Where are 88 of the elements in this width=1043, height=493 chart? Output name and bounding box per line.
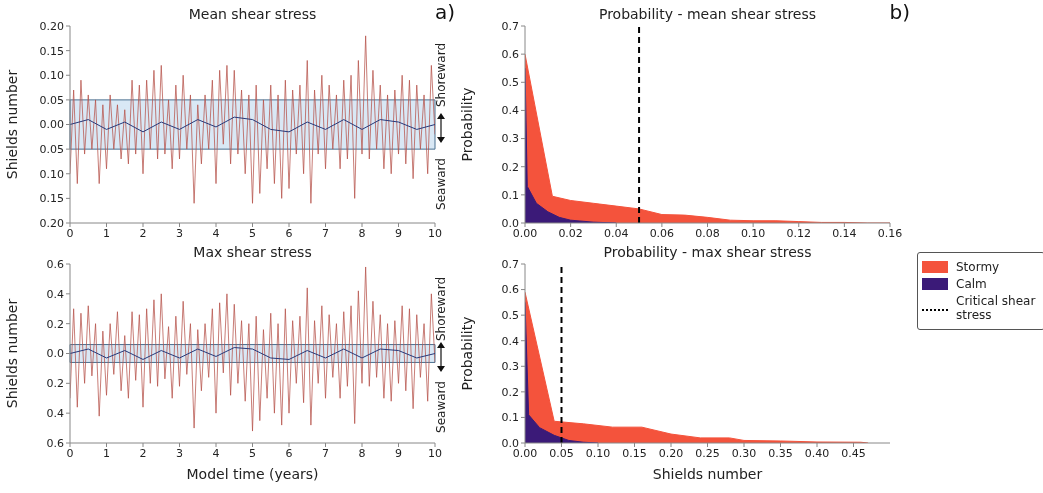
x-axis-title: Shields number [652,466,763,482]
x-tick-label: 0.40 [804,446,830,460]
x-tick-label: 0.16 [877,226,903,240]
y-tick-label: 0.7 [501,257,519,271]
x-tick-label: 6 [285,446,293,460]
chart-title: Probability - mean shear stress [597,6,818,22]
x-tick-label: 10 [428,446,442,460]
y-tick-label: 0.4 [501,104,519,118]
y-tick-label: 0.5 [501,309,519,323]
annotation: Shoreward [434,43,448,108]
x-tick-label: 10 [428,226,442,240]
annotation: Seaward [434,157,448,210]
y-axis-title: Probability [458,316,475,391]
x-tick-label: 3 [176,446,183,460]
x-tick-label: 3 [176,226,183,240]
x-tick-label: 5 [249,446,256,460]
x-tick-label: 0 [66,226,74,240]
x-tick-label: 9 [395,226,402,240]
x-tick-label: 8 [358,226,366,240]
y-tick-label: 0.1 [501,188,519,202]
y-tick-label: 0.5 [501,76,519,90]
chart-title: Max shear stress [192,244,313,260]
y-tick-label: 0.2 [501,160,519,174]
y-tick-label: 0.6 [46,257,64,271]
x-tick-label: 0.10 [585,446,611,460]
x-tick-label: 0.04 [604,226,629,240]
x-tick-label: 0.35 [768,446,793,460]
y-tick-label: 0.0 [46,347,64,361]
x-tick-label: 7 [322,446,329,460]
annotation: Seaward [434,381,448,434]
chart-title: Probability - max shear stress [602,244,813,260]
y-tick-label: 0.3 [501,360,519,374]
chart-title: Mean shear stress [187,6,318,22]
x-tick-label: 0.12 [786,226,811,240]
x-tick-label: 0.10 [740,226,766,240]
x-tick-label: 0.08 [695,226,720,240]
y-tick-label: 0.20 [39,216,64,230]
y-axis-title: Probability [458,87,475,162]
x-tick-label: 9 [395,446,402,460]
x-tick-label: 0.14 [832,226,857,240]
x-tick-label: 0.05 [549,446,574,460]
y-tick-label: 0.15 [39,44,64,58]
y-tick-label: 0.10 [39,167,64,181]
y-tick-label: 0.00 [39,118,64,132]
y-axis-title: Shields number [3,69,20,180]
y-tick-label: 0.20 [39,19,64,33]
x-tick-label: 0.30 [731,446,757,460]
x-tick-label: 6 [285,226,293,240]
x-axis-title: Model time (years) [186,466,319,482]
x-tick-label: 0.15 [622,446,647,460]
y-tick-label: 0.15 [39,192,64,206]
legend-label: Critical shear stress [956,294,1036,322]
y-tick-label: 0.7 [501,19,519,33]
y-tick-label: 0.2 [46,317,64,331]
x-tick-label: 0.20 [658,446,684,460]
legend-label: Calm [956,277,987,291]
y-tick-label: 0.6 [46,436,64,450]
x-tick-label: 5 [249,226,256,240]
x-tick-label: 7 [322,226,329,240]
y-tick-label: 0.6 [501,48,519,62]
x-tick-label: 1 [103,226,110,240]
x-tick-label: 0.06 [649,226,675,240]
x-tick-label: 0.02 [558,226,583,240]
x-tick-label: 2 [139,226,147,240]
x-tick-label: 2 [139,446,147,460]
x-tick-label: 8 [358,446,366,460]
x-tick-label: 4 [212,446,220,460]
y-tick-label: 0.2 [501,385,519,399]
y-tick-label: 0.10 [39,69,64,83]
text: a) [434,0,455,24]
y-tick-label: 0.4 [46,407,64,421]
y-tick-label: 0.4 [46,287,64,301]
y-tick-label: 0.05 [39,93,64,107]
y-tick-label: 0.3 [501,132,519,146]
x-tick-label: 0.45 [841,446,866,460]
y-axis-title: Shields number [3,298,20,409]
text: b) [889,0,910,24]
y-tick-label: 0.05 [39,143,64,157]
legend-label: Stormy [956,260,1000,274]
x-tick-label: 0.25 [695,446,720,460]
y-tick-label: 0.1 [501,411,519,425]
x-tick-label: 0 [66,446,74,460]
annotation: Shoreward [434,276,448,341]
x-tick-label: 1 [103,446,110,460]
y-tick-label: 0.4 [501,334,519,348]
y-tick-label: 0.2 [46,377,64,391]
y-tick-label: 0.6 [501,283,519,297]
x-tick-label: 4 [212,226,220,240]
